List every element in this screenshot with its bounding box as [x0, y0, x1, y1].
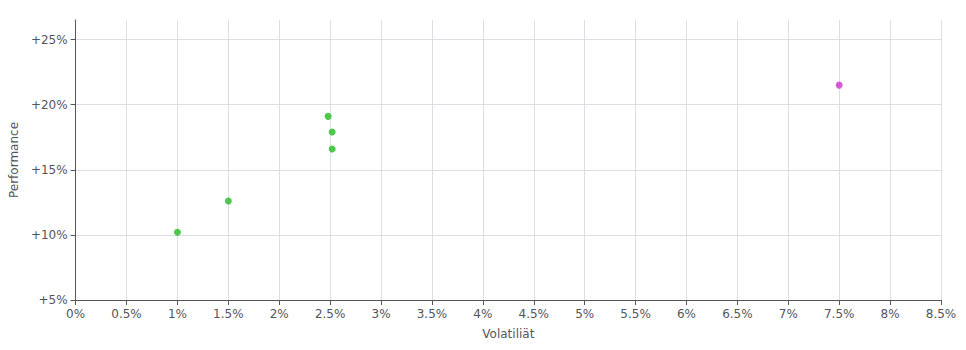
svg-text:4%: 4%: [473, 307, 492, 321]
svg-text:0%: 0%: [66, 307, 85, 321]
svg-text:2.5%: 2.5%: [315, 307, 346, 321]
svg-text:+15%: +15%: [31, 163, 68, 177]
svg-text:+20%: +20%: [31, 98, 68, 112]
svg-text:1%: 1%: [168, 307, 187, 321]
svg-text:+10%: +10%: [31, 228, 68, 242]
svg-text:+5%: +5%: [39, 293, 68, 307]
svg-text:3.5%: 3.5%: [417, 307, 448, 321]
svg-text:5%: 5%: [575, 307, 594, 321]
svg-text:7.5%: 7.5%: [824, 307, 855, 321]
svg-text:2%: 2%: [270, 307, 289, 321]
svg-text:1.5%: 1.5%: [213, 307, 244, 321]
svg-text:8%: 8%: [881, 307, 900, 321]
svg-text:7%: 7%: [779, 307, 798, 321]
svg-text:8.5%: 8.5%: [926, 307, 957, 321]
svg-text:6.5%: 6.5%: [722, 307, 753, 321]
svg-text:Performance: Performance: [7, 122, 21, 198]
svg-text:Volatiliät: Volatiliät: [482, 327, 534, 341]
svg-text:6%: 6%: [677, 307, 696, 321]
svg-text:+25%: +25%: [31, 33, 68, 47]
svg-text:0.5%: 0.5%: [111, 307, 142, 321]
svg-text:4.5%: 4.5%: [519, 307, 550, 321]
svg-text:3%: 3%: [372, 307, 391, 321]
svg-text:5.5%: 5.5%: [620, 307, 651, 321]
